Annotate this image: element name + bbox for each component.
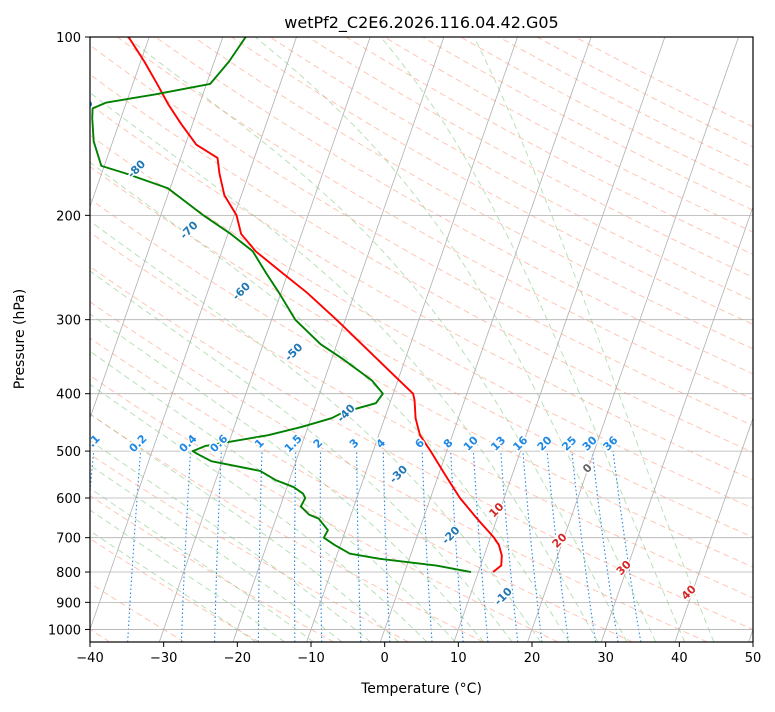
dewpoint-line (91, 37, 472, 573)
dry-adiabat (90, 266, 753, 630)
isotherm-line (232, 37, 445, 642)
dry-adiabat (90, 166, 753, 538)
isotherm-line (527, 37, 739, 642)
moist-adiabat (90, 383, 428, 642)
mixing-ratio-line (612, 451, 642, 642)
y-tick-label: 100 (56, 31, 81, 46)
x-tick-label: 0 (381, 651, 389, 666)
dry-adiabat (269, 37, 753, 302)
sounding-profiles (91, 37, 503, 573)
dry-adiabat (90, 375, 559, 642)
mixing-ratio-line (591, 451, 619, 642)
y-axis-label: Pressure (hPa) (12, 289, 28, 389)
isotherm-line (453, 37, 666, 642)
dry-adiabat (90, 337, 633, 642)
isotherm-line (379, 37, 592, 642)
x-tick-label: 30 (597, 651, 614, 666)
dry-adiabat (117, 37, 753, 400)
isotherm-line (158, 37, 371, 642)
moist-adiabat (90, 509, 285, 642)
mixing-ratio-lines (90, 451, 642, 642)
dry-adiabat (155, 37, 753, 375)
plot-area: 0.1 0.2 0.4 0.6 1 1.5 2 3 4 6 8 10 13 16 20 25 30 3640302… (90, 37, 753, 642)
isotherm-line (90, 37, 150, 209)
y-tick-label: 900 (56, 596, 81, 611)
dry-adiabat (231, 37, 753, 325)
x-axis-label: Temperature (°C) (360, 681, 482, 697)
y-tick-label: 300 (56, 314, 81, 329)
plot-frame (89, 36, 754, 643)
x-tick-label: −40 (76, 651, 103, 666)
mixing-ratio-line (472, 451, 489, 642)
x-tick-label: 10 (450, 651, 467, 666)
chart-title: wetPf2_C2E6.2026.116.04.42.G05 (284, 13, 558, 33)
isotherm-line (674, 416, 753, 642)
dry-adiabat (90, 198, 753, 568)
y-tick-label: 600 (56, 492, 81, 507)
moist-adiabats (90, 37, 715, 642)
isotherm-line (90, 37, 224, 420)
moist-adiabat (254, 37, 657, 642)
y-tick-label: 200 (56, 209, 81, 224)
dry-adiabat (90, 103, 753, 481)
isotherm-line (90, 37, 297, 631)
moist-adiabat (90, 92, 599, 642)
x-tick-label: −20 (224, 651, 251, 666)
isotherm-line (600, 205, 753, 642)
x-axis-ticks: −40 −30 −20 −10 0 10 20 30 40 50 (76, 642, 761, 666)
y-axis-ticks: 100 200 300 400 500 600 700 800 900 1000 (48, 31, 90, 638)
dry-adiabat (90, 538, 260, 642)
y-tick-label: 1000 (48, 623, 81, 638)
moist-adiabat (90, 270, 513, 642)
moist-adiabat (90, 530, 257, 642)
mixing-ratio-line (571, 451, 597, 642)
moist-adiabat (90, 313, 485, 642)
y-tick-label: 700 (56, 532, 81, 547)
dry-adiabat (90, 134, 753, 509)
mixing-ratio-line (522, 451, 543, 642)
y-tick-label: 400 (56, 388, 81, 403)
moist-adiabat (125, 37, 628, 642)
dry-adiabat (90, 301, 708, 642)
x-tick-label: 40 (671, 651, 688, 666)
dry-adiabat (90, 582, 185, 642)
y-tick-label: 800 (56, 566, 81, 581)
x-tick-label: 20 (524, 651, 541, 666)
dry-adiabat (90, 413, 484, 642)
mixing-ratio-line (500, 451, 519, 642)
moist-adiabat (90, 487, 314, 642)
x-tick-label: −30 (150, 651, 177, 666)
moist-adiabat (90, 220, 541, 642)
moist-adiabat (380, 37, 686, 642)
dry-adiabat (90, 231, 753, 599)
x-tick-label: 50 (745, 651, 762, 666)
mixing-ratio-line (546, 451, 569, 642)
x-tick-label: −10 (297, 651, 324, 666)
y-tick-label: 500 (56, 445, 81, 460)
moist-adiabat (473, 37, 715, 642)
moist-adiabat (90, 161, 570, 642)
isotherm-line (306, 37, 518, 642)
moist-adiabat (90, 413, 400, 642)
skewed-isotherms (90, 37, 753, 642)
moist-adiabat (90, 464, 343, 642)
isobars (90, 37, 753, 630)
temperature-line (127, 37, 503, 573)
